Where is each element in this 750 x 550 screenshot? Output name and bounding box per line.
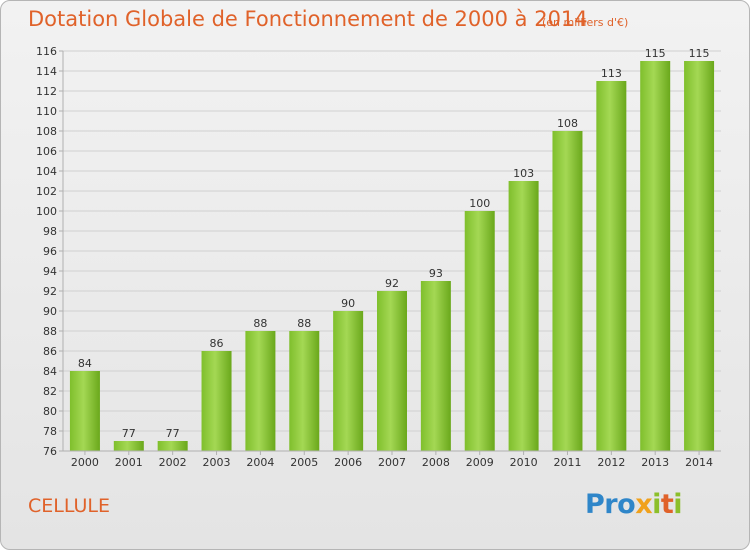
y-tick-label: 108 xyxy=(36,125,57,138)
y-tick-label: 106 xyxy=(36,145,57,158)
y-tick-label: 104 xyxy=(36,165,57,178)
data-labels: 84 77 77 86 88 88 90 92 93 100 103 108 113 115 115 xyxy=(78,47,710,440)
x-tick-label: 2003 xyxy=(203,456,231,469)
data-label: 115 xyxy=(645,47,666,60)
y-tick-label: 92 xyxy=(43,285,57,298)
y-tick-label: 116 xyxy=(36,45,57,58)
bar-2008 xyxy=(420,281,451,451)
y-tick-label: 96 xyxy=(43,245,57,258)
bars xyxy=(69,61,715,451)
bar-2013 xyxy=(640,61,671,451)
bar-2009 xyxy=(464,211,495,451)
y-tick-label: 78 xyxy=(43,425,57,438)
x-tick-label: 2006 xyxy=(334,456,362,469)
proxiti-logo: Proxiti xyxy=(585,489,683,520)
x-tick-label: 2004 xyxy=(246,456,274,469)
x-tick-label: 2008 xyxy=(422,456,450,469)
x-tick-label: 2007 xyxy=(378,456,406,469)
y-tick-label: 110 xyxy=(36,105,57,118)
chart-title: Dotation Globale de Fonctionnement de 20… xyxy=(28,7,588,31)
y-tick-label: 102 xyxy=(36,185,57,198)
y-tick-label: 88 xyxy=(43,325,57,338)
data-label: 100 xyxy=(469,197,490,210)
y-tick-label: 86 xyxy=(43,345,57,358)
bar-2007 xyxy=(377,291,407,451)
bar-2005 xyxy=(289,331,320,451)
data-label: 103 xyxy=(513,167,534,180)
bar-2004 xyxy=(245,331,276,451)
y-tick-label: 82 xyxy=(43,385,57,398)
y-tick-label: 94 xyxy=(43,265,57,278)
bar-2006 xyxy=(333,311,364,451)
logo-letter: t xyxy=(660,489,674,520)
data-label: 90 xyxy=(341,297,355,310)
logo-letter: i xyxy=(652,489,661,520)
data-label: 77 xyxy=(166,427,180,440)
logo-letter: r xyxy=(604,489,618,520)
x-tick-label: 2002 xyxy=(159,456,187,469)
logo-letter: o xyxy=(617,489,636,520)
x-tick-label: 2011 xyxy=(553,456,581,469)
chart-subtitle: (en milliers d'€) xyxy=(542,16,629,29)
bar-2002 xyxy=(157,441,188,451)
y-tick-label: 90 xyxy=(43,305,57,318)
bar-2012 xyxy=(596,81,627,451)
y-tick-label: 100 xyxy=(36,205,57,218)
data-label: 86 xyxy=(210,337,224,350)
x-tick-label: 2014 xyxy=(685,456,713,469)
data-label: 115 xyxy=(689,47,710,60)
x-tick-label: 2009 xyxy=(466,456,494,469)
bar-2000 xyxy=(69,371,100,451)
x-tick-label: 2012 xyxy=(597,456,625,469)
logo-letter: i xyxy=(673,489,683,520)
data-label: 88 xyxy=(297,317,311,330)
x-tick-label: 2013 xyxy=(641,456,669,469)
data-label: 77 xyxy=(122,427,136,440)
y-tick-label: 98 xyxy=(43,225,57,238)
logo-letter: x xyxy=(635,489,653,520)
data-label: 108 xyxy=(557,117,578,130)
bar-2010 xyxy=(508,181,539,451)
x-tick-label: 2001 xyxy=(115,456,143,469)
y-tick-label: 76 xyxy=(43,445,57,458)
data-label: 88 xyxy=(253,317,267,330)
bar-2011 xyxy=(552,131,583,451)
bar-2014 xyxy=(684,61,715,451)
bar-2003 xyxy=(201,351,232,451)
data-label: 93 xyxy=(429,267,443,280)
bar-2001 xyxy=(113,441,144,451)
commune-name: CELLULE xyxy=(28,495,110,517)
x-tick-label: 2000 xyxy=(71,456,99,469)
logo-letter: P xyxy=(585,489,605,520)
data-label: 92 xyxy=(385,277,399,290)
data-label: 113 xyxy=(601,67,622,80)
axes: 76 78 80 82 84 86 88 90 92 94 96 98 100 102 104 106 108 1… xyxy=(36,45,721,469)
y-tick-label: 80 xyxy=(43,405,57,418)
x-tick-label: 2010 xyxy=(510,456,538,469)
data-label: 84 xyxy=(78,357,92,370)
x-tick-label: 2005 xyxy=(290,456,318,469)
y-tick-label: 114 xyxy=(36,65,57,78)
y-tick-label: 112 xyxy=(36,85,57,98)
y-tick-label: 84 xyxy=(43,365,57,378)
